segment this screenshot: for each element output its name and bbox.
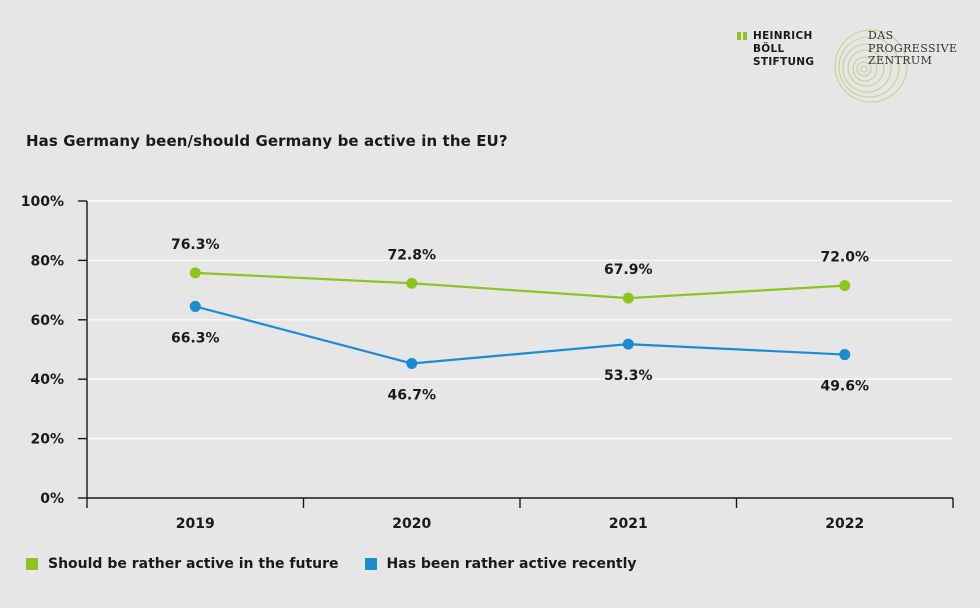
data-point-future-2020 — [406, 277, 418, 289]
legend-label-future: Should be rather active in the future — [48, 556, 339, 572]
data-label-recent-2021: 53.3% — [604, 368, 653, 384]
hbs-logo-line-1: HEINRICH — [753, 30, 813, 42]
data-label-future-2021: 67.9% — [604, 262, 653, 278]
data-label-recent-2020: 46.7% — [387, 387, 436, 403]
data-point-future-2019 — [189, 267, 201, 279]
das-progressive-zentrum-logo: DAS PROGRESSIVE ZENTRUM — [833, 26, 963, 106]
legend: Should be rather active in the future Ha… — [26, 556, 637, 572]
data-label-recent-2019: 66.3% — [171, 330, 220, 346]
data-point-recent-2019 — [189, 300, 201, 312]
data-label-recent-2022: 49.6% — [820, 379, 869, 395]
legend-swatch-recent — [364, 558, 377, 570]
data-label-future-2022: 72.0% — [820, 250, 869, 266]
hbs-logo-line-3: STIFTUNG — [753, 56, 815, 68]
y-tick-label-100: 100% — [21, 194, 64, 210]
data-point-recent-2020 — [406, 357, 418, 369]
legend-item-future: Should be rather active in the future — [26, 556, 339, 572]
data-label-future-2020: 72.8% — [387, 247, 436, 263]
data-point-future-2022 — [839, 280, 851, 292]
dpz-logo-line-3: ZENTRUM — [868, 54, 933, 67]
data-point-future-2021 — [622, 292, 634, 304]
spiral-icon — [834, 29, 908, 103]
legend-swatch-future — [26, 558, 38, 570]
dpz-logo-line-1: DAS — [868, 29, 894, 42]
series-line-recent — [194, 305, 845, 365]
data-point-recent-2021 — [622, 338, 634, 350]
x-tick-label-2022: 2022 — [825, 516, 864, 532]
heinrich-boell-logo: HEINRICH BÖLL STIFTUNG — [737, 30, 814, 69]
x-tick-label-2021: 2021 — [609, 516, 648, 532]
y-tick-label-80: 80% — [30, 253, 64, 269]
legend-label-recent: Has been rather active recently — [386, 556, 637, 572]
y-tick-label-0: 0% — [40, 491, 64, 507]
data-label-future-2019: 76.3% — [171, 237, 220, 253]
y-tick-label-20: 20% — [30, 432, 64, 448]
x-tick-label-2019: 2019 — [176, 516, 215, 532]
dpz-logo-line-2: PROGRESSIVE — [868, 41, 958, 55]
y-tick-label-60: 60% — [30, 313, 64, 329]
x-tick-label-2020: 2020 — [392, 516, 431, 532]
hbs-logo-mark-icon — [737, 32, 747, 40]
hbs-logo-line-2: BÖLL — [753, 43, 785, 55]
data-point-recent-2022 — [839, 349, 851, 361]
y-tick-label-40: 40% — [30, 372, 64, 388]
legend-item-recent: Has been rather active recently — [364, 556, 637, 572]
chart-title: Has Germany been/should Germany be activ… — [26, 132, 508, 150]
series-line-future — [195, 271, 845, 300]
